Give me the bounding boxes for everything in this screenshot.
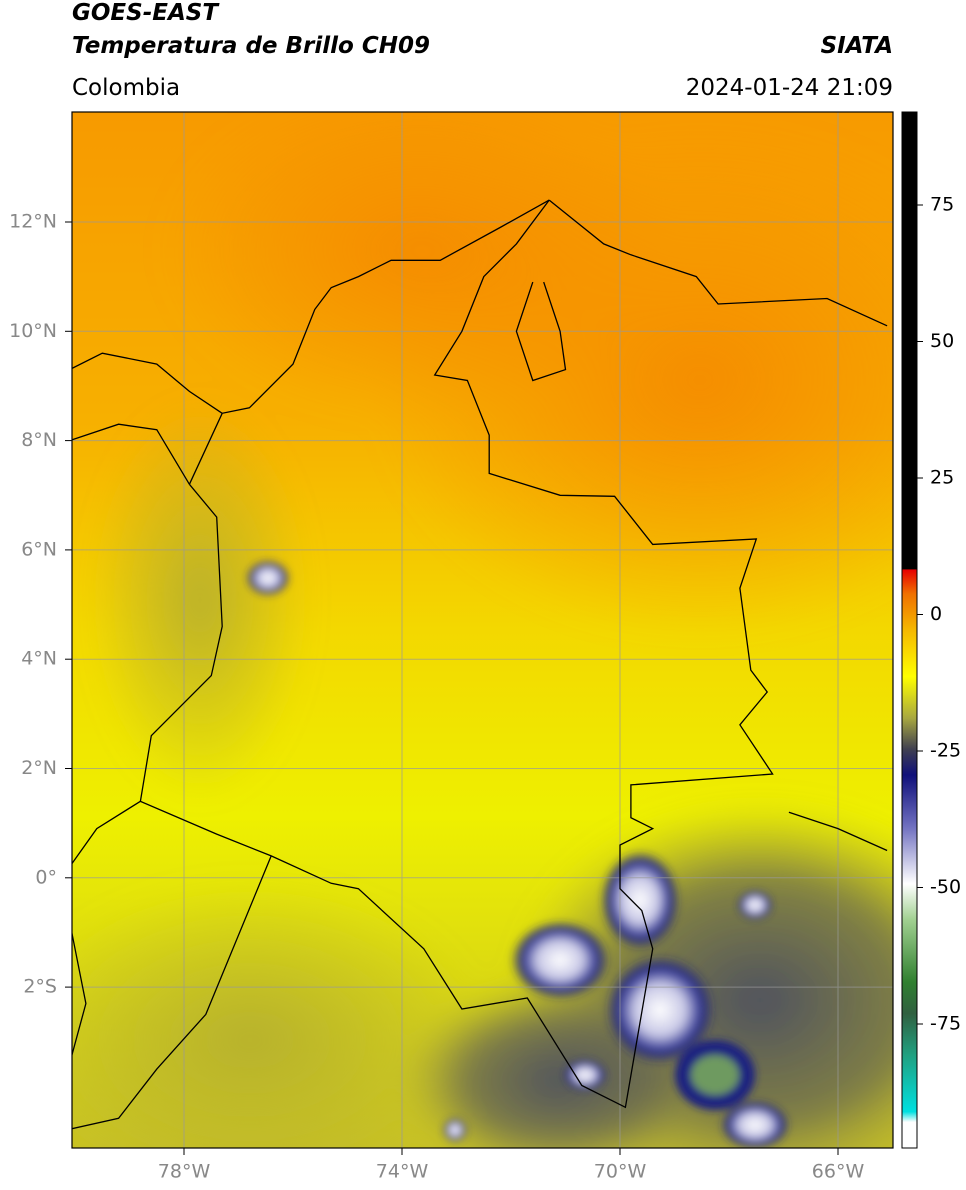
lat-tick-label: 0°	[35, 866, 57, 888]
lon-tick-label: 70°W	[594, 1161, 647, 1183]
border	[72, 352, 223, 414]
border	[72, 800, 141, 1058]
colorbar-tick-label: 25	[930, 467, 954, 489]
colorbar-tick-label: -25	[930, 740, 961, 762]
colorbar	[901, 111, 918, 1149]
colorbar-tick-label: 50	[930, 330, 954, 352]
lon-tick-label: 74°W	[376, 1161, 429, 1183]
lon-tick-label: 66°W	[812, 1161, 865, 1183]
border	[72, 423, 190, 485]
lat-tick-label: 10°N	[9, 320, 57, 342]
title: GOES-EAST	[72, 0, 220, 26]
lon-tick-label: 78°W	[158, 1161, 211, 1183]
border	[139, 199, 774, 1109]
timestamp: 2024-01-24 21:09	[686, 75, 893, 101]
border	[548, 199, 888, 327]
map-frame	[71, 111, 894, 1149]
lat-tick-label: 6°N	[21, 538, 57, 560]
region: Colombia	[72, 75, 180, 101]
lat-tick-label: 8°N	[21, 429, 57, 451]
border	[515, 281, 567, 382]
border	[72, 855, 272, 1130]
border	[788, 811, 888, 852]
title: Temperatura de Brillo CH09	[72, 33, 430, 59]
colorbar-tick-label: -75	[930, 1013, 961, 1035]
lat-tick-label: 12°N	[9, 211, 57, 233]
agency: SIATA	[821, 33, 893, 59]
map-image	[72, 112, 893, 1148]
lat-tick-label: 2°S	[23, 976, 57, 998]
colorbar-tick-label: 75	[930, 194, 954, 216]
colorbar-tick-label: -50	[930, 876, 961, 898]
colorbar-tick-label: 0	[930, 603, 942, 625]
lat-tick-label: 2°N	[21, 757, 57, 779]
lat-tick-label: 4°N	[21, 648, 57, 670]
